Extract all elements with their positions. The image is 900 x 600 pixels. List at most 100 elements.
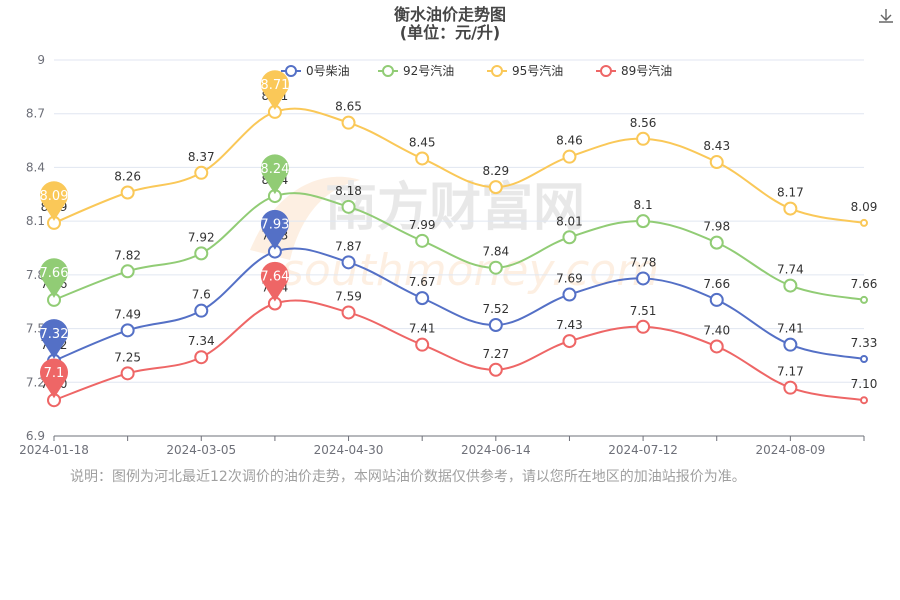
data-label: 7.67 [409,275,436,289]
data-point [636,131,651,146]
data-point [415,337,430,352]
data-label: 7.27 [482,347,509,361]
data-point [488,180,503,195]
legend-marker [600,65,612,77]
data-label: 7.78 [630,255,657,269]
legend[interactable]: 0号柴油 92号汽油 95号汽油 89号汽油 [281,63,672,78]
data-point [783,278,798,293]
grid [54,59,864,437]
data-label: 7.41 [409,322,436,336]
data-label: 8.65 [335,100,362,114]
data-label: 7.33 [851,336,878,350]
legend-label: 95号汽油 [512,63,563,78]
watermark-text: 南方财富网 [325,178,585,238]
data-label: 7.59 [335,289,362,303]
marker-pin [260,70,289,110]
data-label: 7.43 [556,318,583,332]
marker-pin-label: 8.24 [260,162,289,177]
data-point [120,185,135,200]
marker-pin [260,261,289,302]
data-point [415,291,430,306]
data-point [860,295,868,304]
data-point [120,323,135,338]
y-tick-label: 8.4 [26,160,45,174]
marker-pin [40,358,68,399]
y-tick-label: 7.2 [26,375,45,389]
data-label: 7.92 [188,230,215,244]
legend-marker [491,65,503,77]
data-point [860,396,868,405]
data-point [488,260,503,275]
data-point [194,303,209,318]
data-label: 8.1 [634,198,653,212]
data-label: 7.40 [703,323,730,337]
data-label: 8.26 [114,169,141,183]
data-label: 8.17 [777,186,804,200]
data-point [709,155,724,170]
download-icon[interactable] [876,6,896,26]
data-label: 7.82 [114,248,141,262]
data-point [783,201,798,216]
data-point [341,305,356,320]
data-label: 8.09 [851,200,878,214]
data-label: 7.41 [777,322,804,336]
legend-marker [285,65,297,77]
marker-pin [40,258,68,298]
marker-pin-label: 7.32 [40,327,69,342]
data-point [860,355,868,364]
data-label: 8.01 [556,214,583,228]
legend-item-0[interactable]: 0号柴油 [281,64,350,78]
chart-note: 说明：图例为河北最近12次调价的油价走势，本网站油价数据仅供参考，请以您所在地区… [70,469,746,485]
data-point [562,149,577,164]
data-label: 7.66 [703,277,730,291]
marker-pin-label: 8.71 [260,78,289,93]
legend-label: 0号柴油 [306,64,350,78]
chart-subtitle: (单位：元/升) [400,23,500,42]
data-point [341,115,356,130]
marker-pins: 7.93 7.32 8.24 7.66 8.71 8.09 7.64 7.1 [40,70,289,399]
legend-item-2[interactable]: 95号汽油 [487,63,563,78]
legend-label: 89号汽油 [621,63,672,78]
x-tick-label: 2024-01-18 [19,443,89,457]
x-tick-label: 2024-03-05 [166,443,236,457]
data-point [415,151,430,166]
watermark: 南方财富网 southmoney.com [250,176,659,296]
data-label: 8.43 [703,139,730,153]
marker-pin-label: 7.93 [260,218,289,233]
x-tick-label: 2024-06-14 [461,443,531,457]
data-point [562,287,577,302]
data-point [341,199,356,214]
data-point [562,334,577,349]
data-label: 7.49 [114,307,141,321]
marker-pin [40,181,68,221]
x-tick-label: 2024-08-09 [755,443,825,457]
watermark-url: southmoney.com [281,245,659,296]
data-point [562,230,577,245]
data-point [194,350,209,365]
data-label: 8.29 [482,164,509,178]
data-label: 7.74 [777,263,804,277]
data-point [415,233,430,248]
data-label: 7.6 [192,288,211,302]
data-label: 7.51 [630,304,657,318]
chart-title: 衡水油价走势图 [394,5,506,24]
data-label: 8.18 [335,184,362,198]
data-label: 7.87 [335,239,362,253]
data-point [488,317,503,332]
data-label: 7.66 [851,277,878,291]
data-label: 8.37 [188,150,215,164]
data-label: 7.52 [482,302,509,316]
marker-pin [260,209,289,250]
data-labels: 7.32 7.49 7.6 7.93 7.87 7.67 7.52 7.69 7.78 7.66 7… [41,89,878,391]
data-point [341,255,356,270]
legend-item-1[interactable]: 92号汽油 [378,63,454,78]
data-point [636,319,651,334]
marker-pin-label: 8.09 [40,189,69,204]
data-label: 8.45 [409,135,436,149]
y-tick-label: 8.1 [26,214,45,228]
data-point [783,380,798,395]
legend-item-3[interactable]: 89号汽油 [596,63,672,78]
marker-pin-label: 7.64 [260,270,289,285]
